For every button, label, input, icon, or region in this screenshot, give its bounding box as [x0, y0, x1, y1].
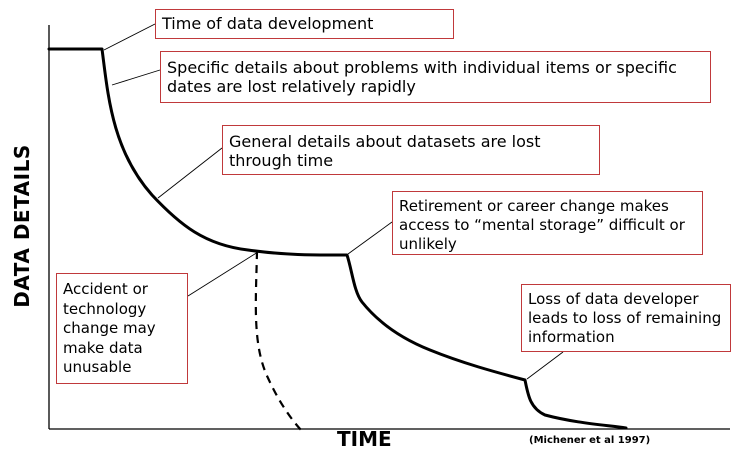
y-axis-label: DATA DETAILS [10, 144, 34, 308]
callout-retirement: Retirement or career change makes access… [392, 191, 703, 255]
accident-dashed-curve [254, 250, 302, 431]
callout-loss-of-developer: Loss of data developer leads to loss of … [521, 284, 731, 352]
leader-specific-details [111, 69, 161, 86]
callout-specific-details: Specific details about problems with ind… [160, 51, 711, 103]
data-details-decay-curve [47, 47, 628, 430]
leader-loss-of-developer [526, 351, 564, 380]
leader-accident [187, 251, 259, 297]
leader-time-of-development [103, 23, 156, 51]
leader-retirement [347, 221, 393, 255]
callout-accident: Accident or technology change may make d… [56, 273, 188, 384]
citation: (Michener et al 1997) [529, 435, 651, 446]
x-axis-label: TIME [337, 427, 392, 451]
callout-time-of-development: Time of data development [155, 9, 454, 39]
leader-general-details [157, 147, 223, 199]
callout-general-details: General details about datasets are lost … [222, 125, 600, 175]
